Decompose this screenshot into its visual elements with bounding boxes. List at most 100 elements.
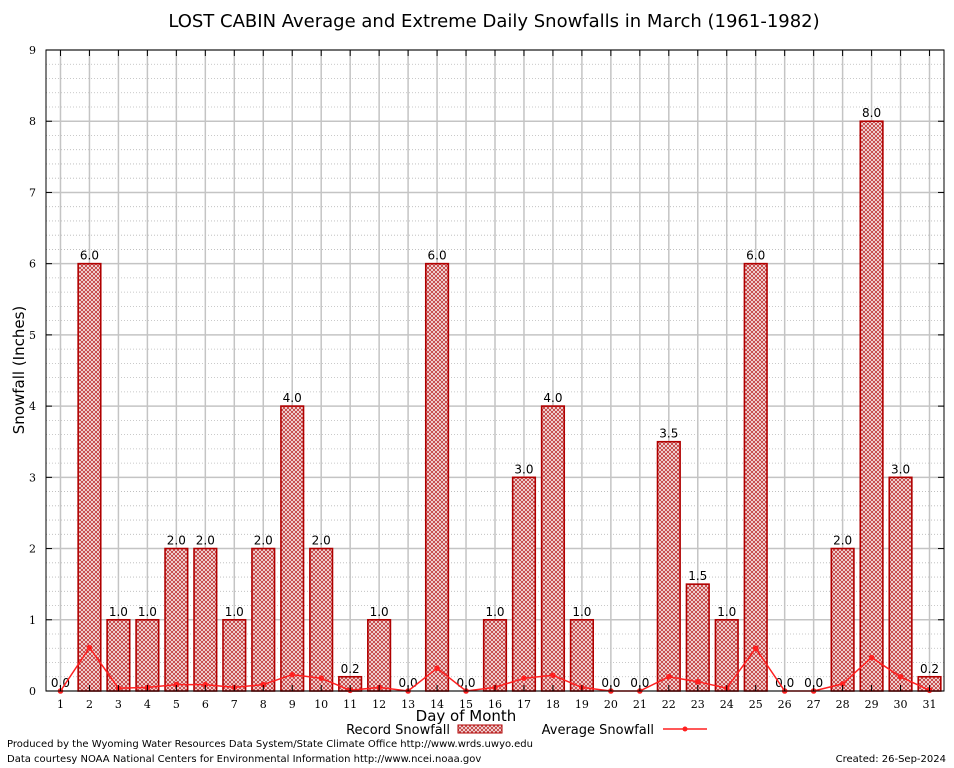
bar-labels: 0.0 6.0 1.0 1.0 2.0 2.0 1.0 2.0 4.0 2.0 0.2 1.0 0.0 6… — [51, 106, 939, 690]
bar-label-day-14: 6.0 — [428, 249, 447, 263]
x-tick-label: 19 — [575, 698, 589, 711]
average-point-day-18 — [550, 672, 556, 679]
bar-label-day-24: 1.0 — [717, 605, 736, 619]
bar-day-4 — [135, 618, 160, 692]
bar-day-18 — [540, 405, 566, 692]
legend-marker-average — [682, 726, 688, 732]
x-tick-label: 6 — [202, 698, 209, 711]
x-tick-label: 16 — [488, 698, 502, 711]
bar-label-day-8: 2.0 — [254, 534, 273, 548]
legend-label-average: Average Snowfall — [542, 723, 654, 738]
y-tick-label: 3 — [29, 471, 36, 484]
y-tick-label: 6 — [29, 258, 36, 271]
average-point-day-8 — [260, 681, 267, 688]
bar-day-28 — [830, 547, 855, 692]
x-tick-label: 29 — [865, 698, 879, 711]
x-tick-label: 22 — [662, 698, 676, 711]
bar-day-9 — [280, 405, 305, 692]
average-point-day-22 — [666, 673, 672, 680]
x-axis-label: Day of Month — [416, 707, 517, 725]
bar-label-day-6: 2.0 — [196, 534, 215, 548]
bar-day-23 — [685, 583, 710, 692]
bar-label-day-27: 0.0 — [804, 676, 823, 690]
footer-data-courtesy: Data courtesy NOAA National Centers for … — [7, 754, 482, 765]
x-tick-label: 14 — [430, 698, 444, 711]
bar-day-19 — [569, 618, 595, 692]
y-tick-label: 1 — [29, 614, 36, 627]
bar-label-day-1: 0.0 — [51, 676, 70, 690]
bar-day-22 — [656, 440, 681, 692]
bar-label-day-22: 3.5 — [659, 427, 678, 441]
bar-label-day-4: 1.0 — [138, 605, 157, 619]
bar-day-10 — [309, 547, 334, 692]
bar-label-day-28: 2.0 — [833, 534, 852, 548]
bar-day-5 — [164, 547, 189, 692]
average-point-day-9 — [289, 671, 296, 678]
average-point-day-5 — [173, 681, 180, 688]
bar-day-25 — [743, 262, 768, 692]
footer-produced-by: Produced by the Wyoming Water Resources … — [7, 739, 533, 750]
bars — [77, 120, 942, 692]
chart-title: LOST CABIN Average and Extreme Daily Sno… — [168, 11, 819, 32]
x-tick-label: 11 — [343, 698, 357, 711]
bar-label-day-30: 3.0 — [891, 462, 910, 476]
x-tick-label: 21 — [633, 698, 647, 711]
average-point-day-14 — [434, 665, 440, 672]
x-tick-label: 15 — [459, 698, 473, 711]
x-tick-label: 17 — [517, 698, 531, 711]
bar-day-24 — [714, 618, 739, 692]
y-tick-label: 4 — [29, 400, 36, 413]
legend: Record Snowfall Average Snowfall — [346, 723, 707, 738]
bar-label-day-3: 1.0 — [109, 605, 128, 619]
bar-label-day-2: 6.0 — [80, 249, 99, 263]
bar-day-3 — [106, 618, 131, 692]
x-tick-label: 5 — [173, 698, 180, 711]
bar-label-day-20: 0.0 — [601, 676, 620, 690]
bar-label-day-26: 0.0 — [775, 676, 794, 690]
bar-day-14 — [424, 262, 450, 692]
bar-day-16 — [482, 618, 508, 692]
x-tick-label: 23 — [691, 698, 705, 711]
x-tick-label: 7 — [231, 698, 238, 711]
bar-label-day-16: 1.0 — [485, 605, 504, 619]
x-tick-label: 25 — [749, 698, 763, 711]
bar-label-day-25: 6.0 — [746, 249, 765, 263]
y-tick-label: 2 — [29, 543, 36, 556]
x-tick-label: 27 — [807, 698, 821, 711]
bar-day-6 — [193, 547, 218, 692]
average-point-day-2 — [86, 644, 93, 651]
legend-swatch-record — [457, 724, 503, 734]
bar-label-day-5: 2.0 — [167, 534, 186, 548]
average-point-day-23 — [694, 678, 701, 685]
bar-label-day-23: 1.5 — [688, 569, 707, 583]
y-tick-label: 9 — [29, 44, 36, 57]
x-tick-label: 1 — [57, 698, 64, 711]
x-tick-label: 9 — [289, 698, 296, 711]
bar-label-day-31: 0.2 — [920, 662, 939, 676]
average-point-day-6 — [202, 681, 209, 688]
x-tick-label: 30 — [894, 698, 908, 711]
x-tick-label: 20 — [604, 698, 618, 711]
legend-label-record: Record Snowfall — [346, 723, 450, 738]
bar-label-day-18: 4.0 — [543, 391, 562, 405]
bar-day-17 — [511, 476, 537, 692]
x-tick-label: 4 — [144, 698, 151, 711]
x-tick-label: 28 — [836, 698, 850, 711]
bar-day-7 — [222, 618, 247, 692]
footer-created: Created: 26-Sep-2024 — [835, 754, 946, 765]
x-tick-label: 18 — [546, 698, 560, 711]
x-tick-label: 24 — [720, 698, 734, 711]
average-point-day-28 — [839, 681, 846, 687]
bar-label-day-12: 1.0 — [370, 605, 389, 619]
average-point-day-30 — [897, 673, 904, 680]
bar-label-day-11: 0.2 — [341, 662, 360, 676]
bar-label-day-29: 8.0 — [862, 106, 881, 120]
average-point-day-17 — [521, 675, 527, 681]
x-tick-label: 3 — [115, 698, 122, 711]
bar-label-day-9: 4.0 — [283, 391, 302, 405]
bar-day-2 — [77, 262, 102, 692]
bar-label-day-10: 2.0 — [312, 534, 331, 548]
bar-label-day-17: 3.0 — [514, 462, 533, 476]
bar-day-30 — [888, 476, 913, 692]
